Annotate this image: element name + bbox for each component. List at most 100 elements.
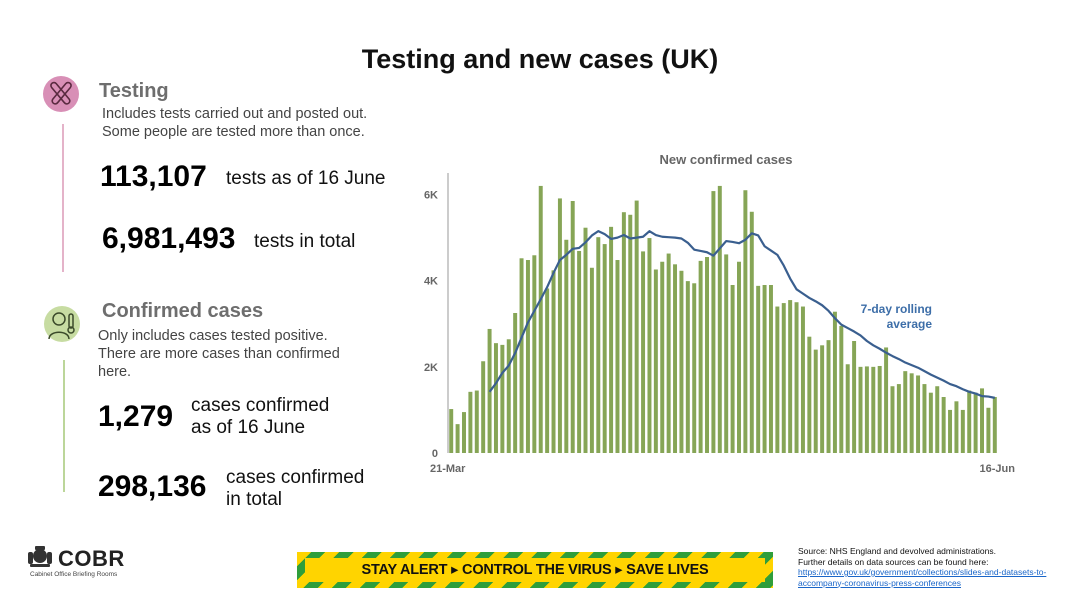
rolling-average-line [488, 230, 996, 399]
cobr-logo-subtext: Cabinet Office Briefing Rooms [30, 571, 118, 578]
case-bar [960, 409, 965, 453]
case-bar [698, 260, 703, 453]
case-bar [602, 244, 607, 453]
chart-title: New confirmed cases [660, 152, 793, 167]
crest-icon [26, 545, 54, 574]
x-start-label: 21-Mar [430, 463, 466, 475]
cases-divider [63, 360, 65, 492]
case-bar [506, 339, 511, 453]
case-bar [500, 344, 505, 453]
case-bar [858, 366, 863, 453]
case-bar [903, 371, 908, 453]
case-bar [538, 185, 543, 454]
page-title: Testing and new cases (UK) [361, 44, 719, 74]
case-bar [673, 264, 678, 453]
case-bar [513, 313, 518, 453]
case-bar [519, 258, 524, 453]
case-bar [864, 366, 869, 453]
case-bar [813, 349, 818, 453]
case-bar [641, 251, 646, 453]
case-bar [730, 285, 735, 453]
case-bar [909, 373, 914, 453]
case-bar [449, 409, 454, 453]
case-bar [794, 302, 799, 453]
case-bar [557, 198, 562, 453]
case-bar [884, 347, 889, 453]
case-bar [922, 384, 927, 453]
testing-description-line-2: Some people are tested more than once. [102, 124, 365, 140]
case-bar [455, 424, 460, 453]
case-bar [724, 254, 729, 453]
test-tubes-icon [43, 76, 79, 112]
case-bar [800, 306, 805, 453]
thermometer-person-icon [44, 306, 80, 342]
case-bar [768, 285, 773, 453]
case-bar [852, 341, 857, 453]
x-end-label: 16-Jun [980, 463, 1016, 475]
case-bar [737, 261, 741, 453]
case-bar [916, 375, 921, 453]
case-bar [577, 250, 582, 453]
case-bar [896, 384, 901, 453]
case-bar [705, 257, 709, 453]
case-bar [679, 270, 684, 453]
rolling-average-annotation-line-1: 7-day rolling [861, 302, 932, 316]
case-bar [967, 390, 972, 453]
case-bar [871, 366, 876, 453]
cases-description-line-1: Only includes cases tested positive. [98, 328, 328, 344]
case-bar [717, 185, 722, 454]
case-bar [954, 401, 959, 453]
case-bar [609, 226, 614, 453]
testing-description-line-1: Includes tests carried out and posted ou… [102, 106, 368, 122]
y-tick-label: 2K [424, 362, 438, 374]
case-bar [845, 364, 850, 453]
case-bar [749, 211, 754, 453]
case-bar [653, 269, 658, 453]
case-bar [781, 303, 786, 453]
case-bar [935, 386, 940, 453]
source-line-1: Source: NHS England and devolved adminis… [798, 546, 996, 556]
y-tick-label: 6K [424, 190, 438, 202]
y-tick-label: 0 [432, 448, 438, 460]
banner-text: STAY ALERT ▸ CONTROL THE VIRUS ▸ SAVE LI… [305, 558, 765, 582]
case-bar [941, 397, 946, 453]
case-bar [839, 325, 844, 453]
case-bar [583, 227, 588, 453]
source-link-line-2: accompany-coronavirus-press-conferences [798, 577, 961, 588]
testing-heading: Testing [99, 80, 169, 102]
case-bar [468, 391, 473, 453]
case-bar [948, 409, 953, 453]
case-bar [596, 237, 601, 453]
tests-total-value: 6,981,493 [102, 222, 236, 255]
source-note: Source: NHS England and devolved adminis… [798, 546, 1078, 588]
cases-total-label-line-1: cases confirmed [226, 467, 365, 488]
case-bar [570, 201, 575, 453]
case-bar [615, 260, 620, 453]
tests-today-value: 113,107 [100, 160, 207, 193]
cases-total-value: 298,136 [98, 470, 207, 503]
case-bar [743, 190, 748, 454]
source-link[interactable]: https://www.gov.uk/government/collection… [798, 567, 1046, 588]
case-bar [692, 283, 697, 453]
case-bar [711, 191, 716, 453]
source-line-2: Further details on data sources can be f… [798, 556, 989, 567]
cases-heading: Confirmed cases [102, 300, 264, 322]
tests-today-label: tests as of 16 June [226, 168, 386, 189]
case-bar [666, 253, 671, 453]
case-bar [992, 397, 997, 453]
cases-today-label-line-1: cases confirmed [191, 395, 330, 416]
case-bar [532, 255, 537, 453]
case-bar [551, 270, 556, 453]
case-bar [986, 407, 991, 453]
case-bar [890, 386, 895, 453]
cases-total-label-line-2: in total [226, 489, 282, 510]
case-bar [564, 239, 569, 453]
case-bar [621, 212, 626, 453]
case-bar [756, 285, 761, 453]
case-bar [788, 300, 793, 453]
case-bar [877, 365, 882, 453]
source-link-line-1: https://www.gov.uk/government/collection… [798, 567, 1047, 577]
tests-total-label: tests in total [254, 231, 356, 252]
case-bar [647, 238, 652, 453]
y-tick-label: 4K [424, 276, 438, 288]
